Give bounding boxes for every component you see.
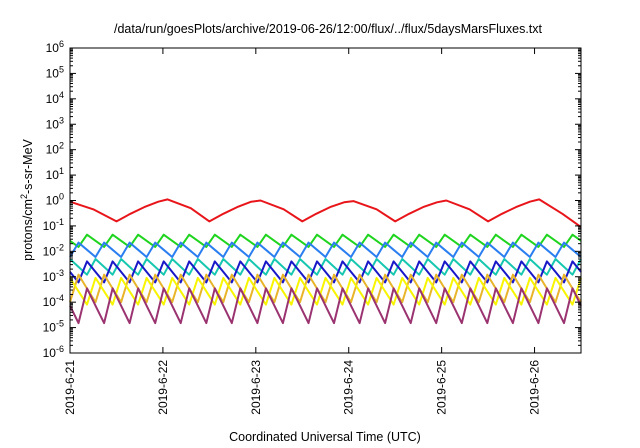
y-tick-label: 105 <box>46 64 64 80</box>
y-tick-label: 103 <box>46 115 64 131</box>
x-tick-label: 2019-6-25 <box>435 360 449 415</box>
y-tick-label: 102 <box>46 141 64 157</box>
y-axis-label-sup: 2 <box>19 194 29 199</box>
y-tick-label: 100 <box>46 192 64 208</box>
x-tick-label: 2019-6-26 <box>528 360 542 415</box>
y-tick-label: 106 <box>46 39 64 55</box>
x-tick-label: 2019-6-21 <box>63 360 77 415</box>
series-line-0 <box>69 198 582 228</box>
x-axis: 2019-6-21 2019-6-22 2019-6-23 2019-6-24 2019… <box>63 48 542 415</box>
series-line-2 <box>69 241 582 258</box>
series-line-7 <box>69 287 582 325</box>
x-axis-label: Coordinated Universal Time (UTC) <box>229 430 421 444</box>
y-axis-label-prefix: protons/cm <box>21 199 35 261</box>
y-axis-label: protons/cm2-s-sr-MeV <box>19 138 35 260</box>
y-tick-label: 10-1 <box>43 217 64 233</box>
y-axis-label-suffix: -s-sr-MeV <box>21 138 35 194</box>
x-tick-label: 2019-6-23 <box>249 360 263 415</box>
y-tick-label: 10-5 <box>43 319 64 335</box>
x-tick-label: 2019-6-24 <box>342 360 356 415</box>
series-line-3 <box>69 258 582 276</box>
y-tick-label: 10-3 <box>43 268 64 284</box>
x-tick-label: 2019-6-22 <box>156 360 170 415</box>
series-line-1 <box>69 233 582 248</box>
y-tick-label: 104 <box>46 90 64 106</box>
y-tick-label: 101 <box>46 166 64 182</box>
y-tick-label: 10-6 <box>43 344 64 360</box>
y-tick-label: 10-2 <box>43 242 64 258</box>
series-layer <box>69 198 582 325</box>
series-line-6 <box>69 276 582 306</box>
chart-title: /data/run/goesPlots/archive/2019-06-26/1… <box>114 22 543 36</box>
series-line-4 <box>69 260 582 284</box>
y-axis: 10-6 10-5 10-4 10-3 10-2 10-1 100 101 102 103 104 1… <box>43 39 581 360</box>
y-tick-label: 10-4 <box>43 293 64 309</box>
